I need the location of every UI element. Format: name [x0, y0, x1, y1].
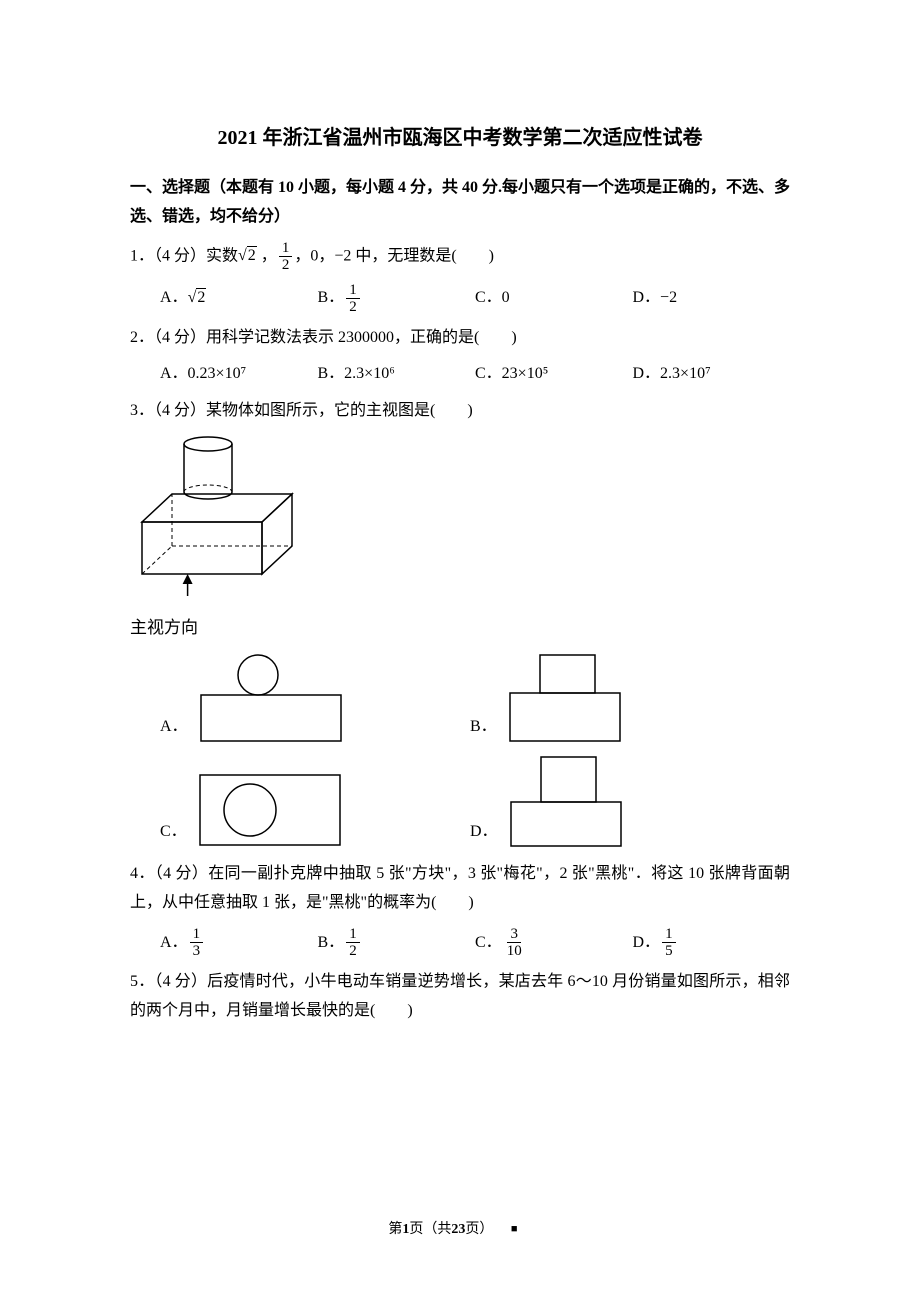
fraction: 13 — [190, 926, 204, 960]
choice-b-icon — [505, 653, 625, 745]
choice-c-icon — [195, 770, 345, 850]
question-2: 2．（4 分）用科学记数法表示 2300000，正确的是( ) — [130, 324, 790, 353]
q1-opt-a: A．2 — [160, 282, 318, 316]
section-1-header: 一、选择题（本题有 10 小题，每小题 4 分，共 40 分.每小题只有一个选项… — [130, 174, 790, 232]
q4-opt-b: B．12 — [318, 926, 476, 960]
solid-3d-icon — [130, 436, 300, 596]
q3-row2: C． D． — [130, 755, 790, 850]
dot-icon: ■ — [511, 1223, 518, 1235]
q3-choice-c: C． — [160, 755, 470, 850]
footer-total: 23 — [451, 1222, 465, 1237]
q4-opt-a: A．13 — [160, 926, 318, 960]
footer-prefix: 第 — [388, 1222, 402, 1237]
q1-stem-mid2: ，0，−2 中，无理数是( ) — [294, 247, 494, 264]
q1-options: A．2 B．12 C．0 D．−2 — [160, 282, 790, 316]
q1-stem-mid1: ， — [257, 247, 277, 264]
q3-choice-a: A． — [160, 653, 470, 745]
question-5: 5．（4 分）后疫情时代，小牛电动车销量逆势增长，某店去年 6～10 月份销量如… — [130, 968, 790, 1026]
q1-stem-prefix: 1．（4 分）实数 — [130, 247, 238, 264]
q2-opt-d: D．2.3×10⁷ — [633, 360, 791, 389]
page-footer: 第1页（共23页） ■ — [0, 1217, 920, 1242]
q4-opt-c: C．310 — [475, 926, 633, 960]
choice-d-icon — [506, 755, 626, 850]
choice-c-label: C． — [160, 818, 187, 851]
q3-caption: 主视方向 — [130, 613, 790, 644]
choice-d-label: D． — [470, 818, 498, 851]
fraction-half: 12 — [346, 282, 360, 316]
question-1: 1．（4 分）实数2 ，12，0，−2 中，无理数是( ) — [130, 240, 790, 274]
q4-options: A．13 B．12 C．310 D．15 — [160, 926, 790, 960]
question-4: 4．（4 分）在同一副扑克牌中抽取 5 张"方块"，3 张"梅花"，2 张"黑桃… — [130, 860, 790, 918]
exam-title: 2021 年浙江省温州市瓯海区中考数学第二次适应性试卷 — [130, 120, 790, 156]
fraction-half: 12 — [279, 240, 293, 274]
fraction: 310 — [504, 926, 525, 960]
choice-b-label: B． — [470, 713, 497, 746]
q3-row1: A． B． — [130, 653, 790, 745]
q3-choice-b: B． — [470, 653, 730, 745]
q2-opt-a: A．0.23×10⁷ — [160, 360, 318, 389]
q2-options: A．0.23×10⁷ B．2.3×10⁶ C．23×10⁵ D．2.3×10⁷ — [160, 360, 790, 389]
q1-opt-d: D．−2 — [633, 282, 791, 316]
choice-a-icon — [196, 653, 346, 745]
sqrt2-icon: 2 — [188, 284, 207, 313]
fraction: 15 — [662, 926, 676, 960]
footer-mid: 页（共 — [409, 1222, 451, 1237]
fraction: 12 — [346, 926, 360, 960]
choice-a-label: A． — [160, 713, 188, 746]
q4-opt-d: D．15 — [633, 926, 791, 960]
q3-figure — [130, 436, 790, 607]
q1-opt-c: C．0 — [475, 282, 633, 316]
footer-suffix: 页） — [465, 1222, 493, 1237]
sqrt2-icon: 2 — [238, 242, 257, 271]
q3-choice-d: D． — [470, 755, 730, 850]
question-3: 3．（4 分）某物体如图所示，它的主视图是( ) — [130, 397, 790, 426]
q1-opt-b: B．12 — [318, 282, 476, 316]
q2-opt-c: C．23×10⁵ — [475, 360, 633, 389]
q2-opt-b: B．2.3×10⁶ — [318, 360, 476, 389]
